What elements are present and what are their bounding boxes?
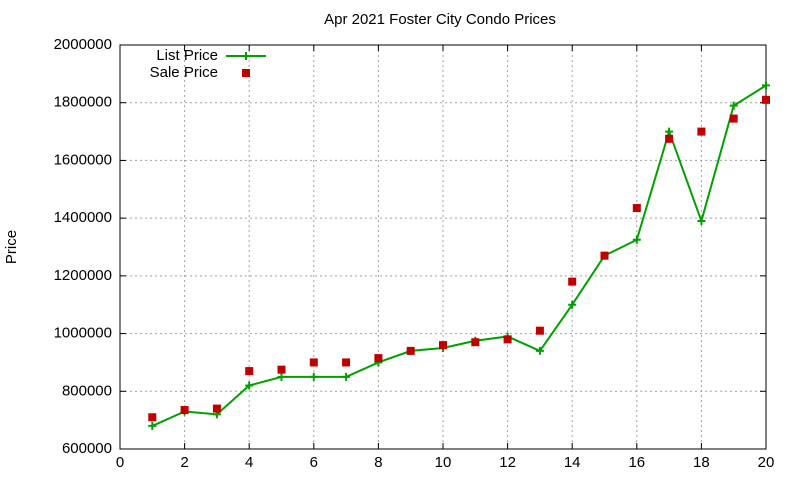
y-tick-label: 1600000 <box>54 151 112 168</box>
legend-label: Sale Price <box>150 64 218 81</box>
x-tick-label: 20 <box>758 454 775 471</box>
data-point <box>762 81 770 90</box>
data-point <box>503 335 512 344</box>
y-tick-label: 2000000 <box>54 36 112 53</box>
y-tick-label: 800000 <box>62 382 112 399</box>
legend-swatch <box>242 52 250 60</box>
data-point <box>212 404 221 413</box>
data-point <box>632 204 641 213</box>
plot-border <box>119 44 767 450</box>
data-point <box>762 95 770 104</box>
chart-title: Apr 2021 Foster City Condo Prices <box>324 11 556 28</box>
x-tick-label: 12 <box>499 454 516 471</box>
x-tick-label: 14 <box>564 454 581 471</box>
data-point <box>568 277 577 286</box>
data-point <box>406 346 415 355</box>
y-tick-label: 1000000 <box>54 325 112 342</box>
x-tick-label: 18 <box>693 454 710 471</box>
data-point <box>729 114 738 123</box>
data-point <box>342 358 351 367</box>
x-tick-label: 0 <box>116 454 124 471</box>
series-line <box>151 84 767 427</box>
data-point <box>632 235 641 244</box>
data-point <box>665 127 674 136</box>
data-point <box>374 354 383 363</box>
x-tick-label: 10 <box>435 454 452 471</box>
y-tick-label: 1800000 <box>54 94 112 111</box>
legend-label: List Price <box>156 47 218 64</box>
data-point <box>665 134 674 143</box>
data-point <box>277 365 286 374</box>
data-point <box>342 372 351 381</box>
data-point <box>568 300 577 309</box>
data-point <box>471 338 480 347</box>
data-point <box>600 251 609 260</box>
data-point <box>697 217 706 226</box>
y-tick-label: 1400000 <box>54 209 112 226</box>
x-tick-label: 8 <box>374 454 382 471</box>
data-point <box>148 421 157 430</box>
data-point <box>535 326 544 335</box>
data-point <box>729 101 738 110</box>
data-point <box>245 367 254 376</box>
data-point <box>180 406 189 415</box>
data-point <box>148 413 157 422</box>
y-tick-label: 600000 <box>62 440 112 457</box>
data-point <box>245 381 254 390</box>
x-tick-label: 6 <box>310 454 318 471</box>
x-tick-label: 4 <box>245 454 253 471</box>
y-tick-label: 1200000 <box>54 267 112 284</box>
data-point <box>309 372 318 381</box>
legend-swatch <box>242 69 250 77</box>
data-point <box>309 358 318 367</box>
x-tick-label: 16 <box>628 454 645 471</box>
x-tick-label: 2 <box>180 454 188 471</box>
data-point <box>535 346 544 355</box>
y-axis-label: Price <box>3 230 20 264</box>
data-point <box>439 341 447 350</box>
data-point <box>697 127 706 136</box>
data-point <box>277 372 286 381</box>
